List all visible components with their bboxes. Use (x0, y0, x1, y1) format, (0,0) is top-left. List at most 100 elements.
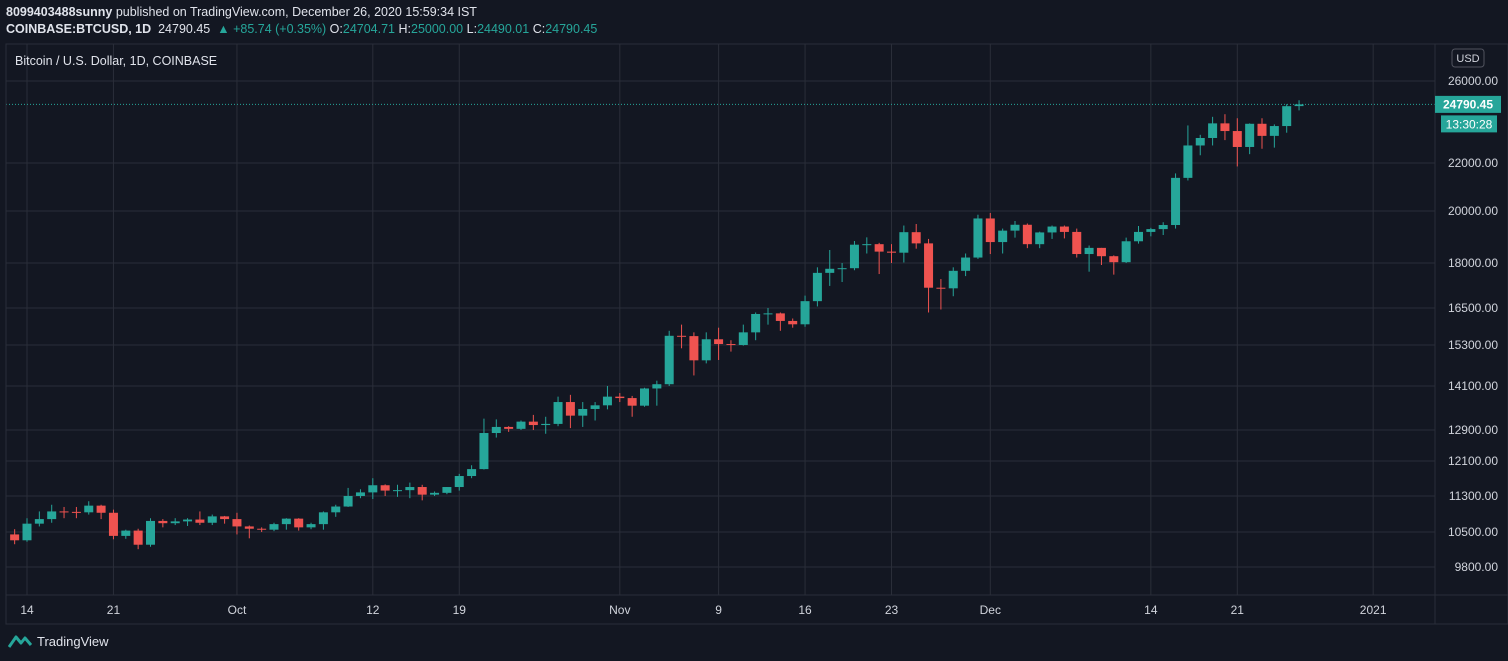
candle (788, 318, 798, 328)
candle-body (1072, 231, 1082, 255)
candle (1022, 223, 1032, 249)
price-tick-label: 18000.00 (1448, 256, 1498, 270)
candle-body (812, 272, 822, 302)
publish-text: published on TradingView.com, December 2… (115, 5, 477, 19)
candle-body (652, 384, 662, 389)
candle (47, 504, 57, 523)
candle-body (306, 524, 316, 528)
candle (726, 340, 736, 352)
price-tick-label: 15300.00 (1448, 338, 1498, 352)
time-tick-label: 9 (715, 603, 722, 617)
candle-body (170, 521, 180, 524)
candle (1158, 222, 1168, 236)
candle-body (1121, 241, 1131, 263)
countdown-badge: 13:30:28 (1441, 115, 1497, 133)
candle-body (825, 268, 835, 273)
candle (553, 396, 563, 427)
candle-body (961, 257, 971, 271)
candle (541, 416, 551, 434)
candle (627, 395, 637, 417)
candle (812, 267, 822, 307)
time-tick-label: 21 (107, 603, 121, 617)
candle (874, 242, 884, 275)
last-price-label: 24790.45 (1443, 97, 1493, 111)
time-tick-label: Oct (228, 603, 247, 617)
candle-body (34, 519, 44, 524)
candle-body (1084, 247, 1094, 255)
publisher-username[interactable]: 8099403488sunny (6, 5, 113, 19)
time-tick-label: 21 (1231, 603, 1245, 617)
price-tick-label: 20000.00 (1448, 204, 1498, 218)
candle-body (269, 524, 279, 530)
candle-body (195, 519, 205, 523)
candle (1072, 228, 1082, 258)
time-tick-label: 19 (453, 603, 467, 617)
candle-body (1220, 123, 1230, 132)
candle-body (664, 335, 674, 385)
low-label: L: (466, 22, 478, 36)
tradingview-logo[interactable]: TradingView (8, 633, 109, 649)
last-price: 24790.45 (158, 22, 211, 36)
candle (146, 518, 155, 547)
candle (1282, 104, 1292, 133)
candle-body (257, 528, 267, 530)
candle (825, 250, 835, 286)
high-label: H: (398, 22, 412, 36)
candle-body (590, 405, 600, 409)
candle-body (380, 485, 390, 491)
candle (195, 511, 205, 526)
candle-body (924, 243, 934, 288)
candle (775, 312, 785, 331)
candle-body (553, 402, 563, 424)
candle-body (467, 469, 477, 477)
time-tick-label: 23 (885, 603, 899, 617)
candle (368, 478, 378, 500)
candle (763, 308, 773, 325)
candle (1208, 116, 1218, 146)
candle (71, 506, 81, 519)
candle-body (985, 218, 995, 243)
candle-body (146, 520, 155, 545)
candle-body (121, 530, 131, 536)
candle (96, 504, 106, 520)
candle-body (244, 526, 254, 529)
price-tick-label: 10500.00 (1448, 525, 1498, 539)
currency-label: USD (1456, 53, 1479, 65)
candle (491, 419, 501, 438)
change-arrow-icon: ▲ (217, 22, 230, 36)
symbol-quote-bar: COINBASE:BTCUSD, 1D 24790.45 ▲ +85.74 (+… (6, 21, 597, 37)
candle (84, 501, 94, 515)
candle (887, 244, 896, 263)
candle (1084, 245, 1094, 272)
plot-area[interactable] (6, 44, 1435, 595)
candle-body (71, 511, 81, 513)
candle-body (96, 505, 106, 513)
candle-body (1010, 224, 1020, 231)
price-axis[interactable]: 26000.00 22000.00 20000.00 18000.00 16500.00… (1448, 74, 1498, 574)
candle (393, 484, 402, 497)
candle-body (281, 518, 291, 525)
candle-body (442, 487, 452, 493)
candle-body (1282, 106, 1292, 127)
candle-body (874, 244, 884, 252)
candle-body (1047, 226, 1057, 233)
candle (133, 528, 143, 550)
symbol-label[interactable]: COINBASE:BTCUSD, 1D (6, 22, 152, 36)
currency-button[interactable]: USD (1451, 48, 1485, 68)
tradingview-icon (8, 635, 32, 648)
close-value: 24790.45 (545, 22, 598, 36)
candle (1035, 231, 1045, 249)
candle (590, 402, 600, 421)
candle (714, 327, 724, 360)
time-axis[interactable]: 14 21 Oct 12 19 Nov 9 16 23 Dec 14 21 2021 (20, 603, 1386, 617)
candle (59, 506, 69, 519)
candle-body (1183, 145, 1193, 178)
candle-body (393, 490, 402, 492)
candle-body (1269, 126, 1279, 136)
candle-body (689, 336, 699, 361)
candle-body (158, 520, 168, 524)
candle (207, 514, 217, 526)
candle (1010, 220, 1020, 238)
candle-body (1022, 224, 1032, 245)
